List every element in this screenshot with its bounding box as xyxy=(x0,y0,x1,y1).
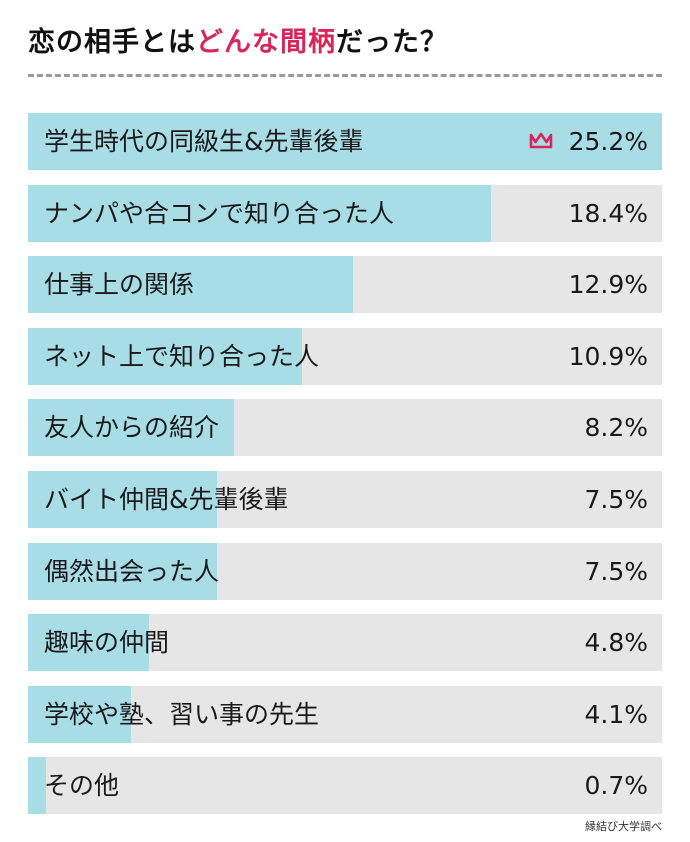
bar-row: ネット上で知り合った人 10.9% xyxy=(28,327,662,385)
category-label: 趣味の仲間 xyxy=(44,628,170,658)
bar xyxy=(28,685,131,743)
value-label: 4.8% xyxy=(584,628,648,658)
value-label: 10.9% xyxy=(568,341,648,371)
bar-chart: 学生時代の同級生&先輩後輩 25.2% ナンパや合コンで知り合った人 18.4% 仕事上… xyxy=(28,113,662,829)
chart-title: 恋の相手とはどんな間柄だった？ xyxy=(28,20,448,59)
category-label: 友人からの紹介 xyxy=(44,413,220,443)
bar xyxy=(28,470,217,528)
value-label: 25.2% xyxy=(568,127,648,156)
category-label: 偶然出会った人 xyxy=(44,556,220,586)
category-label: その他 xyxy=(44,771,120,801)
bar-row: 学校や塾、習い事の先生 4.1% xyxy=(28,685,662,743)
value-label: 7.5% xyxy=(584,484,648,514)
bar xyxy=(28,614,149,672)
category-label: 学校や塾、習い事の先生 xyxy=(44,699,320,729)
title-highlight: どんな間柄 xyxy=(196,27,336,58)
bar xyxy=(28,184,491,242)
title-suffix: だった？ xyxy=(336,27,448,58)
value-label: 12.9% xyxy=(568,270,648,300)
bar-row: ナンパや合コンで知り合った人 18.4% xyxy=(28,184,662,242)
category-label: ナンパや合コンで知り合った人 xyxy=(44,198,395,228)
bar-row: 趣味の仲間 4.8% xyxy=(28,614,662,672)
bar xyxy=(28,399,234,457)
value-label: 7.5% xyxy=(584,556,648,586)
bar xyxy=(28,757,46,815)
bar-row: バイト仲間&先輩後輩 7.5% xyxy=(28,470,662,528)
category-label: 仕事上の関係 xyxy=(44,270,195,300)
title-prefix: 恋の相手とは xyxy=(28,27,196,58)
bar-row: 友人からの紹介 8.2% xyxy=(28,399,662,457)
source-note: 縁結び大学調べ xyxy=(585,820,662,833)
bar-row: 偶然出会った人 7.5% xyxy=(28,542,662,600)
bar xyxy=(28,256,353,314)
bar-row: 仕事上の関係 12.9% xyxy=(28,256,662,314)
category-label: ネット上で知り合った人 xyxy=(44,341,320,371)
crown-icon xyxy=(529,132,553,149)
bar xyxy=(28,327,302,385)
bar-row: 学生時代の同級生&先輩後輩 25.2% xyxy=(28,113,662,170)
value-label: 18.4% xyxy=(568,198,648,228)
category-label: バイト仲間&先輩後輩 xyxy=(44,484,289,514)
bar-row: その他 0.7% xyxy=(28,757,662,815)
bar xyxy=(28,542,217,600)
value-label: 0.7% xyxy=(584,771,648,801)
category-label: 学生時代の同級生&先輩後輩 xyxy=(44,127,364,156)
title-divider xyxy=(28,74,662,77)
bar xyxy=(28,113,662,170)
value-label: 4.1% xyxy=(584,699,648,729)
value-label: 8.2% xyxy=(584,413,648,443)
